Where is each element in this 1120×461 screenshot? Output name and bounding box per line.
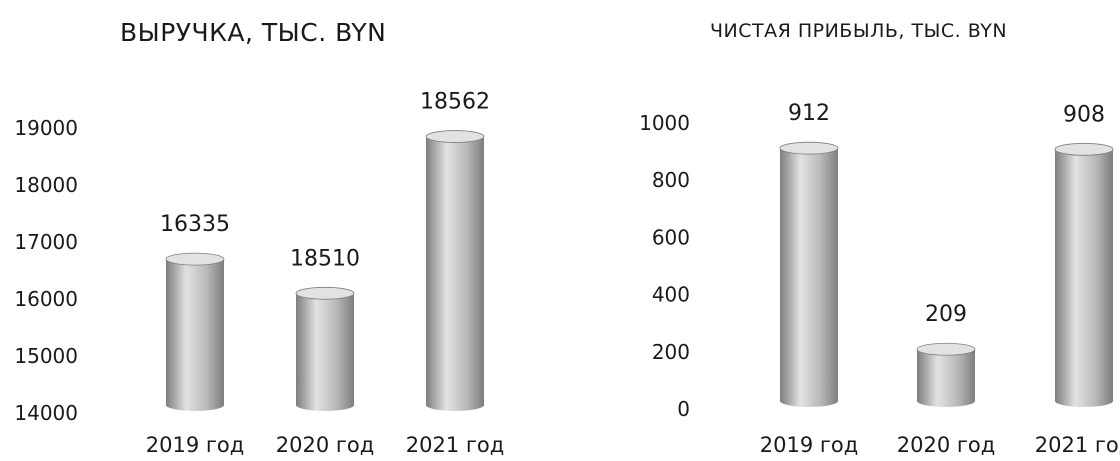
bar	[425, 130, 485, 412]
revenue-chart: ВЫРУЧКА, ТЫС. BYN 19000 18000 17000 16000 15…	[14, 18, 505, 457]
revenue-chart-plot: 19000 18000 17000 16000 15000 14000 2019 год 16…	[14, 90, 505, 457]
y-tick-label: 19000	[14, 116, 78, 140]
data-label: 908	[1063, 102, 1105, 127]
y-tick-label: 800	[652, 168, 690, 192]
y-tick-label: 200	[652, 340, 690, 364]
y-tick-label: 400	[652, 283, 690, 307]
y-tick-label: 1000	[639, 111, 690, 135]
y-tick-label: 0	[677, 397, 690, 421]
bar	[295, 286, 355, 411]
data-label: 209	[925, 302, 967, 327]
chart-title: ЧИСТАЯ ПРИБЫЛЬ, ТЫС. BYN	[710, 20, 1008, 42]
x-category-label: 2019 год	[146, 433, 245, 457]
y-tick-label: 17000	[14, 230, 78, 254]
bar	[1054, 142, 1114, 407]
data-label: 16335	[160, 212, 230, 237]
net-profit-chart: ЧИСТАЯ ПРИБЫЛЬ, ТЫС. BYN 1000 800 600 400 20…	[560, 0, 1120, 461]
y-tick-label: 15000	[14, 344, 78, 368]
y-tick-label: 14000	[14, 401, 78, 425]
x-category-label: 2020 год	[897, 433, 996, 457]
bar	[916, 342, 976, 407]
y-tick-label: 600	[652, 225, 690, 249]
x-category-label: 2020 год	[276, 433, 375, 457]
x-category-label: 2019 год	[760, 433, 859, 457]
bar	[165, 252, 225, 411]
x-category-label: 2021 год	[406, 433, 505, 457]
y-tick-label: 16000	[14, 287, 78, 311]
bar	[779, 141, 839, 407]
data-label: 912	[788, 101, 830, 126]
x-category-label: 2021 год	[1035, 433, 1120, 457]
data-label: 18562	[420, 90, 490, 115]
chart-title: ВЫРУЧКА, ТЫС. BYN	[120, 18, 387, 47]
data-label: 18510	[290, 246, 360, 271]
net-profit-chart-plot: 1000 800 600 400 200 0 2019 год 912 2020 год 209 2…	[639, 101, 1120, 457]
y-tick-label: 18000	[14, 173, 78, 197]
